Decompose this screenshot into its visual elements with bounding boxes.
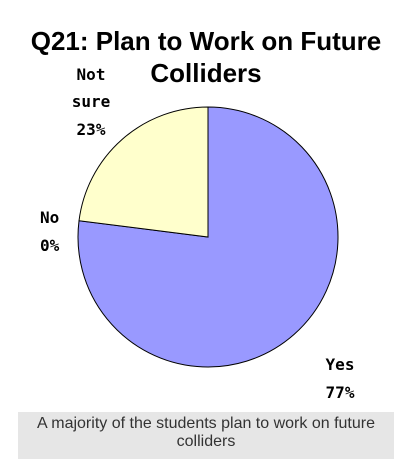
chart-area: Q21: Plan to Work on Future Colliders No… <box>18 0 394 412</box>
slice-label-yes-name: Yes <box>326 355 355 374</box>
pie-chart: Q21: Plan to Work on Future Colliders No… <box>31 26 382 402</box>
figure-caption: A majority of the students plan to work … <box>18 412 394 459</box>
pie-slice-not-sure <box>78 106 209 238</box>
slice-label-not-sure-value: 23% <box>77 120 106 139</box>
chart-title-line-1: Q21: Plan to Work on Future <box>31 26 382 56</box>
slice-label-yes-value: 77% <box>326 383 355 402</box>
slice-label-not-sure: Not sure 23% <box>72 65 111 139</box>
slice-label-no-value: 0% <box>40 236 60 255</box>
slice-label-yes: Yes 77% <box>326 355 355 402</box>
chart-title-line-2: Colliders <box>150 58 261 88</box>
slice-label-not-sure-name-2: sure <box>72 92 111 111</box>
slice-label-not-sure-name-1: Not <box>77 65 106 84</box>
slice-label-no: No 0% <box>40 208 60 255</box>
pie-slices <box>77 106 339 368</box>
slice-label-no-name: No <box>40 208 59 227</box>
